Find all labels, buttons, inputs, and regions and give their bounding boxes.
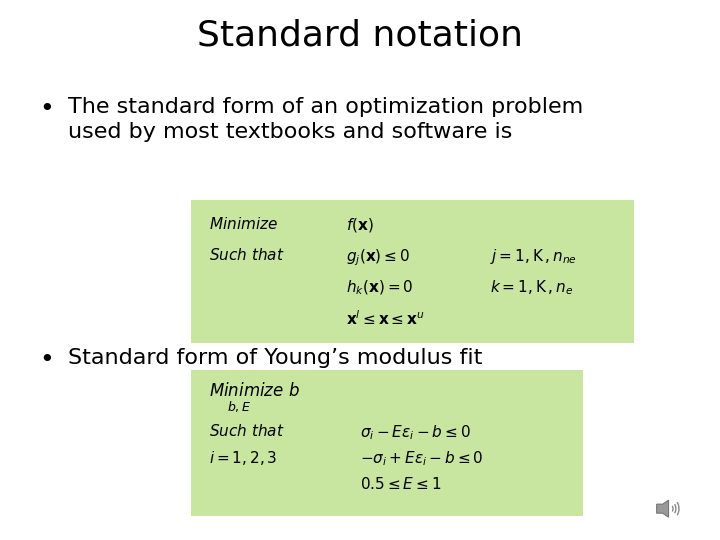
Text: $\mathit{Minimize\ b}$: $\mathit{Minimize\ b}$	[209, 382, 300, 400]
Text: $0.5 \leq E \leq 1$: $0.5 \leq E \leq 1$	[360, 476, 441, 492]
Text: Standard form of Young’s modulus fit: Standard form of Young’s modulus fit	[68, 348, 483, 368]
Text: $\mathbf{x}^l\leq\mathbf{x}\leq\mathbf{x}^u$: $\mathbf{x}^l\leq\mathbf{x}\leq\mathbf{x…	[346, 309, 425, 328]
Text: $f(\mathbf{x})$: $f(\mathbf{x})$	[346, 216, 374, 234]
Text: $\mathit{Such\ that}$: $\mathit{Such\ that}$	[209, 247, 284, 263]
Text: used by most textbooks and software is: used by most textbooks and software is	[68, 122, 513, 141]
Text: $\mathit{Such\ that}$: $\mathit{Such\ that}$	[209, 423, 284, 439]
Text: $\sigma_i - E\varepsilon_i - b \leq 0$: $\sigma_i - E\varepsilon_i - b \leq 0$	[360, 423, 471, 442]
Text: •: •	[40, 97, 54, 121]
Text: $\mathit{Minimize}$: $\mathit{Minimize}$	[209, 216, 278, 232]
Text: $h_k(\mathbf{x})=0$: $h_k(\mathbf{x})=0$	[346, 278, 413, 296]
Text: •: •	[40, 348, 54, 372]
Text: The standard form of an optimization problem: The standard form of an optimization pro…	[68, 97, 584, 117]
FancyBboxPatch shape	[191, 370, 583, 516]
Polygon shape	[657, 500, 668, 517]
Text: $j=1,\mathrm{K}\,,n_{ne}$: $j=1,\mathrm{K}\,,n_{ne}$	[490, 247, 577, 266]
Text: $k=1,\mathrm{K}\,,n_e$: $k=1,\mathrm{K}\,,n_e$	[490, 278, 572, 297]
Text: Standard notation: Standard notation	[197, 19, 523, 53]
FancyBboxPatch shape	[191, 200, 634, 343]
Text: $g_j(\mathbf{x})\leq 0$: $g_j(\mathbf{x})\leq 0$	[346, 247, 410, 268]
Text: $b,E$: $b,E$	[227, 399, 251, 414]
Text: $i=1,2,3$: $i=1,2,3$	[209, 449, 277, 468]
Text: $-\sigma_i + E\varepsilon_i - b \leq 0$: $-\sigma_i + E\varepsilon_i - b \leq 0$	[360, 449, 484, 468]
